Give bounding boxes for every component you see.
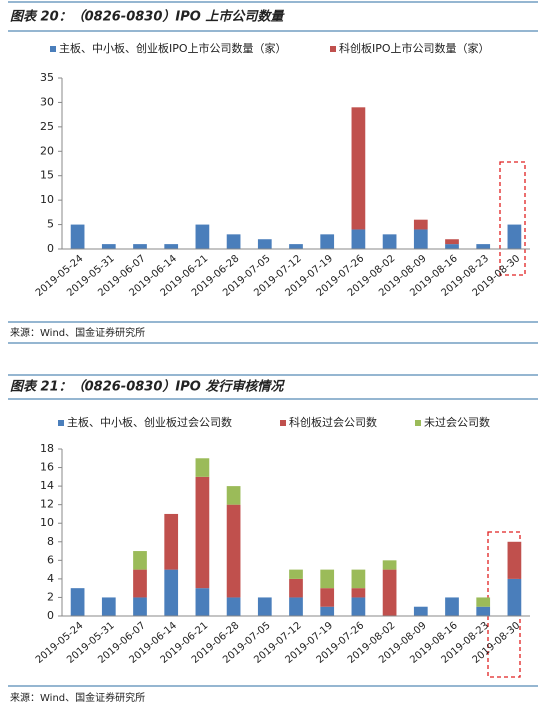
legend-swatch — [415, 420, 421, 426]
source: 来源：Wind、国金证券研究所 — [10, 326, 145, 339]
legend-swatch — [58, 420, 64, 426]
y-tick-label: 35 — [40, 71, 54, 84]
bar-segment — [413, 219, 428, 230]
bar-segment — [507, 224, 522, 249]
y-tick-label: 5 — [47, 218, 54, 231]
bar-segment — [351, 569, 366, 589]
y-tick-label: 16 — [40, 461, 54, 474]
y-tick-label: 20 — [40, 144, 54, 157]
bar-segment — [507, 578, 522, 616]
bar-segment — [133, 569, 147, 598]
bar-segment — [101, 597, 116, 616]
bar-segment — [289, 244, 303, 249]
bar-segment — [476, 244, 491, 249]
y-tick-label: 12 — [40, 498, 54, 511]
bar-segment — [413, 229, 428, 249]
bar-segment — [133, 597, 147, 616]
chart-title: 图表 20：（0826-0830）IPO 上市公司数量 — [10, 9, 285, 25]
chart-title: 图表 21：（0826-0830）IPO 发行审核情况 — [10, 379, 285, 395]
y-tick-label: 10 — [40, 193, 54, 206]
y-tick-label: 30 — [40, 95, 54, 108]
bar-segment — [226, 234, 241, 249]
bar-segment — [195, 224, 210, 249]
bar-segment — [382, 569, 397, 616]
bar-segment — [164, 513, 179, 570]
bar-segment — [351, 229, 366, 249]
bar-segment — [226, 486, 241, 505]
bar-segment — [289, 569, 303, 579]
bar-segment — [382, 560, 397, 570]
bar-segment — [195, 476, 210, 589]
y-tick-label: 18 — [40, 442, 54, 455]
bar-segment — [70, 588, 85, 616]
bar-segment — [476, 597, 491, 607]
legend-swatch — [330, 46, 336, 52]
bar-segment — [257, 239, 272, 249]
bar-segment — [101, 244, 116, 249]
bar-segment — [289, 578, 303, 598]
bar-segment — [413, 606, 428, 616]
legend-label: 科创板IPO上市公司数量（家） — [339, 41, 490, 55]
bar-segment — [289, 597, 303, 616]
bar-segment — [133, 244, 147, 249]
highlight-box — [499, 161, 526, 276]
bar-segment — [320, 588, 335, 607]
bar-segment — [351, 588, 366, 598]
y-tick-label: 25 — [40, 120, 54, 133]
bar-segment — [320, 234, 335, 249]
source: 来源：Wind、国金证券研究所 — [10, 691, 145, 704]
bar-segment — [351, 107, 366, 230]
legend-label: 未过会公司数 — [424, 416, 490, 429]
legend-swatch — [50, 46, 56, 52]
y-tick-label: 0 — [47, 609, 54, 622]
y-tick-label: 10 — [40, 516, 54, 529]
bar-segment — [507, 541, 522, 579]
bar-segment — [445, 244, 459, 249]
bar-segment — [445, 597, 459, 616]
bar-segment — [70, 224, 85, 249]
y-tick-label: 14 — [40, 479, 54, 492]
bar-segment — [382, 234, 397, 249]
bar-segment — [226, 504, 241, 598]
bar-segment — [351, 597, 366, 616]
bar-segment — [320, 606, 335, 616]
legend-label: 主板、中小板、创业板过会公司数 — [67, 415, 232, 429]
bar-segment — [195, 458, 210, 477]
legend-label: 科创板过会公司数 — [289, 415, 377, 429]
y-tick-label: 4 — [47, 572, 54, 585]
y-tick-label: 15 — [40, 169, 54, 182]
legend-label: 主板、中小板、创业板IPO上市公司数量（家） — [59, 41, 287, 55]
bar-segment — [226, 597, 241, 616]
bar-segment — [164, 569, 179, 616]
bar-segment — [445, 239, 459, 245]
bar-segment — [164, 244, 179, 249]
bar-segment — [133, 551, 147, 570]
y-tick-label: 0 — [47, 242, 54, 255]
bar-segment — [476, 606, 491, 616]
legend-swatch — [280, 420, 286, 426]
bar-segment — [195, 588, 210, 616]
bar-segment — [257, 597, 272, 616]
y-tick-label: 6 — [47, 553, 54, 566]
bar-segment — [320, 569, 335, 589]
y-tick-label: 8 — [47, 535, 54, 548]
y-tick-label: 2 — [47, 590, 54, 603]
